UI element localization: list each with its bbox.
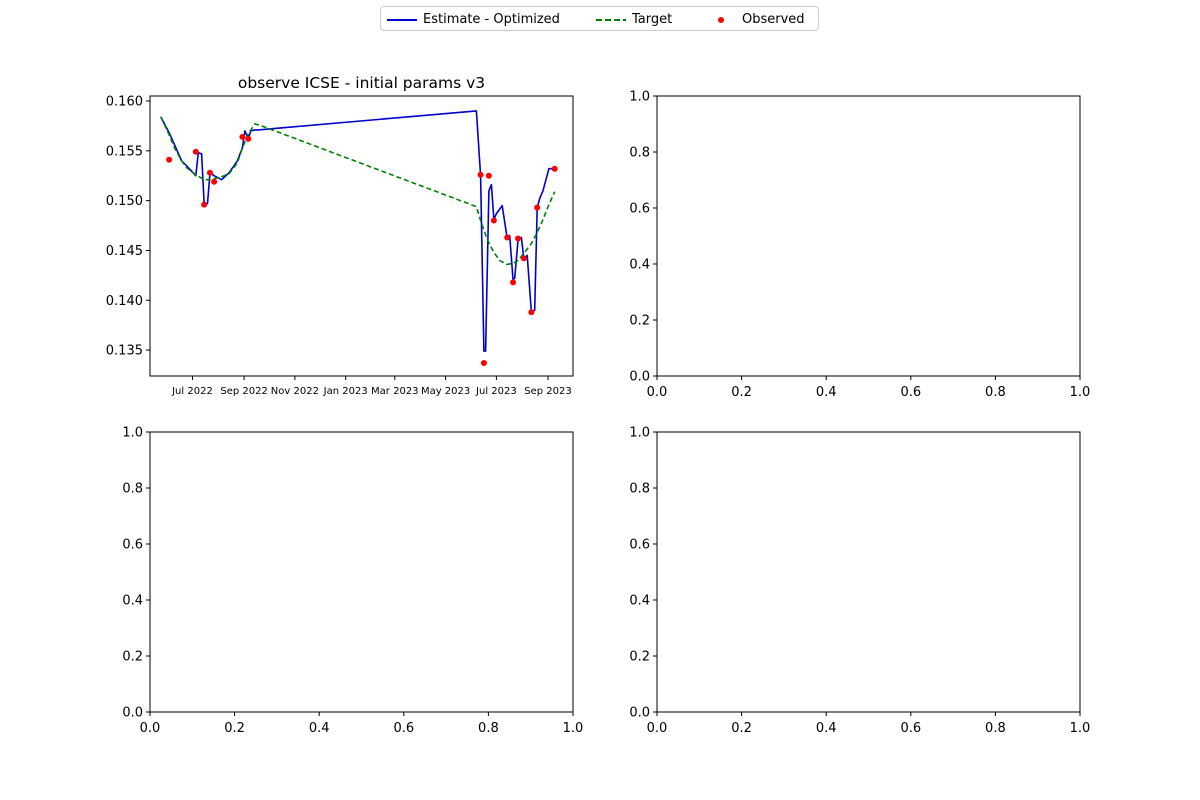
x-tick-label: 0.2 xyxy=(224,721,245,736)
y-tick-label: 0.4 xyxy=(122,594,143,609)
legend-item-observed: Observed xyxy=(706,7,805,32)
observed-point xyxy=(520,255,527,262)
y-tick-label: 0.8 xyxy=(629,482,650,497)
observed-point xyxy=(510,279,517,286)
dot-marker-icon xyxy=(718,16,724,23)
y-tick-label: 0.0 xyxy=(629,370,650,385)
observed-point xyxy=(515,235,522,242)
x-tick-label: 1.0 xyxy=(1070,385,1091,400)
x-tick-label: 0.4 xyxy=(816,385,837,400)
y-tick-label: 0.6 xyxy=(122,538,143,553)
observed-point xyxy=(206,169,213,176)
y-tick-label: 0.140 xyxy=(106,294,143,309)
observed-point xyxy=(534,204,541,211)
x-tick-label: Sep 2023 xyxy=(524,386,571,397)
series-line-target xyxy=(160,116,556,266)
y-tick-label: 1.0 xyxy=(629,90,650,105)
x-tick-label: 0.2 xyxy=(731,721,752,736)
observed-point xyxy=(166,156,173,163)
axes-frame xyxy=(149,431,574,713)
observed-point xyxy=(239,133,246,140)
y-tick-label: 0.8 xyxy=(122,482,143,497)
observed-point xyxy=(477,171,484,178)
y-tick-label: 0.160 xyxy=(106,94,143,109)
series-line-estimate-optimized xyxy=(160,110,555,352)
x-tick-label: 1.0 xyxy=(563,721,584,736)
legend-item-estimate: Estimate - Optimized xyxy=(387,7,560,32)
observed-point xyxy=(504,234,511,241)
y-tick-label: 0.0 xyxy=(122,706,143,721)
x-tick-label: 0.0 xyxy=(140,721,161,736)
legend-item-target: Target xyxy=(596,7,672,32)
y-tick-label: 0.135 xyxy=(106,344,143,359)
observed-point xyxy=(490,217,497,224)
legend: Estimate - Optimized Target Observed xyxy=(380,6,819,31)
x-tick-label: Nov 2022 xyxy=(271,386,319,397)
x-tick-label: 1.0 xyxy=(1070,721,1091,736)
x-tick-label: 0.8 xyxy=(985,385,1006,400)
y-tick-label: 0.2 xyxy=(629,314,650,329)
subplot-2: 0.0 0.2 0.4 0.6 0.8 1.0 0.0 0.2 0.4 0.6 0.8 1.0 xyxy=(629,90,1090,401)
y-tick-label: 0.8 xyxy=(629,146,650,161)
axes-frame xyxy=(149,95,574,377)
observed-point xyxy=(211,178,218,185)
x-tick-label: Jan 2023 xyxy=(323,386,368,397)
observed-point xyxy=(551,165,558,172)
x-tick-label: Jul 2023 xyxy=(475,386,517,397)
x-tick-label: 0.6 xyxy=(900,385,921,400)
x-tick-label: 0.4 xyxy=(309,721,330,736)
observed-point xyxy=(485,172,492,179)
y-tick-label: 0.2 xyxy=(629,650,650,665)
plot-area xyxy=(160,110,558,367)
subplot-4: 0.0 0.2 0.4 0.6 0.8 1.0 0.0 0.2 0.4 0.6 0.8 1.0 xyxy=(629,426,1090,737)
y-tick-label: 0.2 xyxy=(122,650,143,665)
y-tick-label: 0.6 xyxy=(629,538,650,553)
y-tick-label: 0.150 xyxy=(106,194,143,209)
y-tick-label: 0.4 xyxy=(629,594,650,609)
x-tick-label: Jul 2022 xyxy=(171,386,213,397)
y-tick-label: 0.0 xyxy=(629,706,650,721)
subplot-title: observe ICSE - initial params v3 xyxy=(238,74,485,92)
y-tick-label: 1.0 xyxy=(122,426,143,441)
y-tick-label: 0.145 xyxy=(106,244,143,259)
observed-point xyxy=(201,201,208,208)
x-tick-label: 0.0 xyxy=(647,721,668,736)
x-tick-label: 0.4 xyxy=(816,721,837,736)
dashed-line-icon xyxy=(596,18,626,21)
axes-frame xyxy=(656,431,1081,713)
x-tick-label: 0.8 xyxy=(478,721,499,736)
observed-point xyxy=(480,360,487,367)
x-tick-label: Sep 2022 xyxy=(220,386,267,397)
x-tick-label: 0.8 xyxy=(985,721,1006,736)
y-tick-label: 1.0 xyxy=(629,426,650,441)
x-tick-label: Mar 2023 xyxy=(371,386,419,397)
x-tick-label: May 2023 xyxy=(421,386,470,397)
y-tick-label: 0.155 xyxy=(106,144,143,159)
legend-label-target: Target xyxy=(632,12,673,27)
x-tick-label: 0.6 xyxy=(900,721,921,736)
legend-label-observed: Observed xyxy=(742,12,805,27)
solid-line-icon xyxy=(387,18,417,21)
x-tick-label: 0.0 xyxy=(647,385,668,400)
subplot-3: 0.0 0.2 0.4 0.6 0.8 1.0 0.0 0.2 0.4 0.6 0.8 1.0 xyxy=(122,426,583,737)
observed-point xyxy=(192,148,199,155)
y-tick-label: 0.4 xyxy=(629,258,650,273)
x-tick-label: 0.2 xyxy=(731,385,752,400)
legend-label-estimate: Estimate - Optimized xyxy=(423,12,560,27)
x-tick-label: 0.6 xyxy=(393,721,414,736)
observed-point xyxy=(528,309,535,316)
observed-point xyxy=(245,135,252,142)
axes-frame xyxy=(656,95,1081,377)
subplot-1: 0.135 0.140 0.145 0.150 0.155 0.160 Jul 2022 Se… xyxy=(106,74,574,397)
y-tick-label: 0.6 xyxy=(629,202,650,217)
